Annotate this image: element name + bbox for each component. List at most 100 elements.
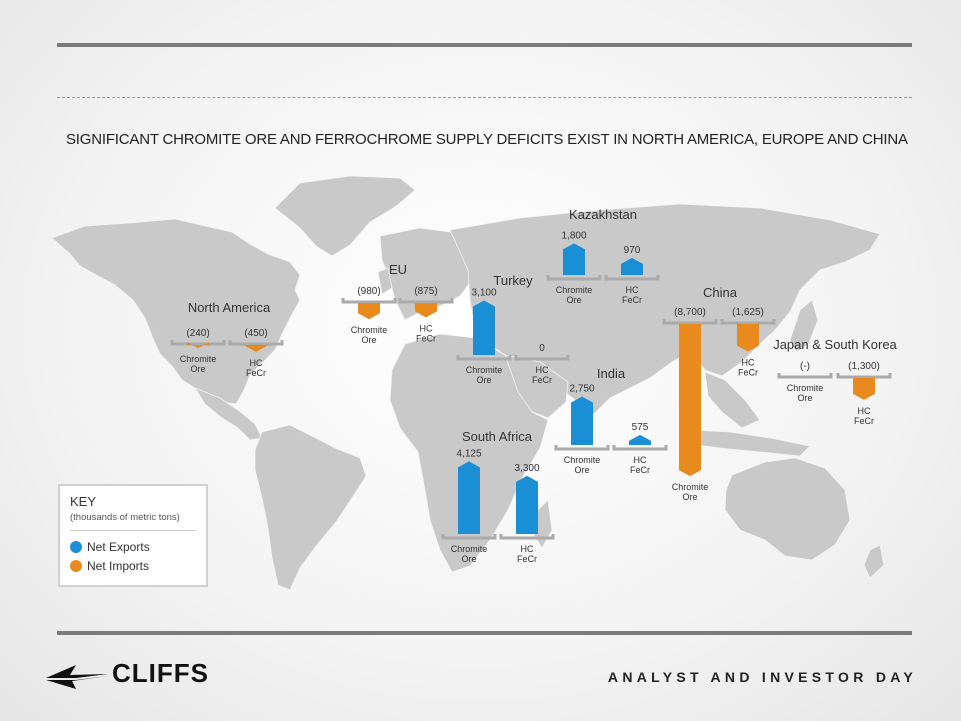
region-label-eu: EU [389, 262, 407, 277]
value-label-north-america-hc-fecr: (450) [244, 328, 267, 339]
import-bar-eu-chromite-ore [358, 303, 380, 320]
product-label-japan-south-korea-chromite-ore: Chromite [787, 383, 824, 393]
chart-marks-layer: North America(240)ChromiteOre(450)HCFeCr… [170, 207, 898, 564]
north-america-shape [51, 218, 301, 405]
value-label-eu-chromite-ore: (980) [357, 286, 380, 297]
net-exports-swatch [70, 541, 82, 553]
australia-shape [724, 457, 851, 561]
bar-bracket-south-africa-hc-fecr [499, 534, 555, 540]
value-label-eu-hc-fecr: (875) [414, 286, 437, 297]
import-bar-china-chromite-ore [679, 324, 701, 477]
product-label-north-america-chromite-ore-2: Ore [190, 364, 205, 374]
bar-bracket-north-america-chromite-ore [170, 340, 226, 346]
dashed-divider [57, 97, 912, 98]
product-label-india-chromite-ore-2: Ore [574, 465, 589, 475]
bar-bracket-china-chromite-ore [662, 319, 718, 325]
export-bar-kazakhstan-hc-fecr [621, 257, 643, 275]
product-label-kazakhstan-hc-fecr: HC [626, 285, 639, 295]
product-label-eu-hc-fecr-2: FeCr [416, 333, 436, 343]
cliffs-logo-text: CLIFFS [112, 658, 209, 688]
central-america-shape [194, 387, 263, 441]
export-bar-south-africa-hc-fecr [516, 475, 538, 534]
value-label-china-chromite-ore: (8,700) [674, 307, 706, 318]
south-america-shape [254, 424, 367, 591]
value-label-south-africa-hc-fecr: 3,300 [514, 463, 539, 474]
world-map-land [51, 175, 885, 591]
bar-bracket-india-hc-fecr [612, 445, 668, 451]
product-label-japan-south-korea-hc-fecr-2: FeCr [854, 416, 874, 426]
product-label-north-america-hc-fecr-2: FeCr [246, 368, 266, 378]
legend-subtitle: (thousands of metric tons) [70, 512, 180, 523]
product-label-japan-south-korea-hc-fecr: HC [858, 406, 871, 416]
product-label-south-africa-chromite-ore: Chromite [451, 544, 488, 554]
product-label-china-chromite-ore-2: Ore [682, 492, 697, 502]
new-zealand-shape [863, 544, 885, 579]
legend-item-net-exports: Net Exports [70, 540, 150, 554]
product-label-japan-south-korea-chromite-ore-2: Ore [797, 393, 812, 403]
bottom-rule [57, 631, 912, 635]
region-label-kazakhstan: Kazakhstan [569, 207, 637, 222]
bar-bracket-eu-hc-fecr [398, 298, 454, 304]
product-label-china-hc-fecr-2: FeCr [738, 368, 758, 378]
value-label-turkey-chromite-ore: 3,100 [471, 287, 496, 298]
product-label-eu-chromite-ore-2: Ore [361, 335, 376, 345]
bar-bracket-turkey-hc-fecr [514, 355, 570, 361]
legend-box: KEY (thousands of metric tons) Net Expor… [58, 484, 208, 587]
export-bar-south-africa-chromite-ore [458, 461, 480, 534]
product-label-south-africa-chromite-ore-2: Ore [461, 554, 476, 564]
product-label-india-hc-fecr-2: FeCr [630, 465, 650, 475]
product-label-china-hc-fecr: HC [742, 358, 755, 368]
legend-divider [70, 530, 196, 531]
product-label-turkey-hc-fecr: HC [536, 365, 549, 375]
bar-bracket-eu-chromite-ore [341, 298, 397, 304]
bar-bracket-india-chromite-ore [554, 445, 610, 451]
legend-item-net-imports: Net Imports [70, 559, 149, 573]
product-label-north-america-hc-fecr: HC [250, 358, 263, 368]
legend-label: Net Exports [87, 540, 150, 554]
bar-bracket-china-hc-fecr [720, 319, 776, 325]
product-label-india-hc-fecr: HC [634, 455, 647, 465]
import-bar-china-hc-fecr [737, 324, 759, 352]
bar-bracket-turkey-chromite-ore [456, 355, 512, 361]
value-label-north-america-chromite-ore: (240) [186, 328, 209, 339]
value-label-kazakhstan-chromite-ore: 1,800 [561, 230, 586, 241]
southeast-asia-shape [704, 371, 761, 429]
region-label-japan-south-korea: Japan & South Korea [773, 337, 897, 352]
product-label-south-africa-hc-fecr: HC [521, 544, 534, 554]
british-isles-shape [377, 267, 393, 295]
region-label-north-america: North America [188, 300, 271, 315]
value-label-china-hc-fecr: (1,625) [732, 307, 764, 318]
region-label-south-africa: South Africa [462, 429, 533, 444]
value-label-japan-south-korea-hc-fecr: (1,300) [848, 361, 880, 372]
bar-bracket-kazakhstan-chromite-ore [546, 275, 602, 281]
import-bar-japan-south-korea-hc-fecr [853, 378, 875, 400]
chart-title: SIGNIFICANT CHROMITE ORE AND FERROCHROME… [66, 131, 908, 148]
product-label-turkey-chromite-ore-2: Ore [476, 375, 491, 385]
legend-title: KEY [70, 494, 97, 509]
value-label-japan-south-korea-chromite-ore: (-) [800, 361, 810, 372]
product-label-south-africa-hc-fecr-2: FeCr [517, 554, 537, 564]
import-bar-eu-hc-fecr [415, 303, 437, 318]
bar-bracket-japan-south-korea-chromite-ore [777, 373, 833, 379]
export-bar-turkey-chromite-ore [473, 300, 495, 355]
export-bar-india-chromite-ore [571, 396, 593, 445]
import-bar-north-america-hc-fecr [245, 345, 267, 352]
top-rule [57, 43, 912, 47]
product-label-eu-hc-fecr: HC [420, 323, 433, 333]
indonesia-shape [689, 429, 811, 457]
export-bar-india-hc-fecr [629, 434, 651, 445]
import-bar-north-america-chromite-ore [187, 342, 209, 349]
value-label-india-chromite-ore: 2,750 [569, 384, 594, 395]
region-label-china: China [703, 285, 738, 300]
greenland-shape [274, 175, 416, 257]
region-label-india: India [597, 366, 626, 381]
product-label-north-america-chromite-ore: Chromite [180, 354, 217, 364]
value-label-south-africa-chromite-ore: 4,125 [456, 448, 481, 459]
bar-bracket-north-america-hc-fecr [228, 340, 284, 346]
legend-label: Net Imports [87, 559, 150, 573]
bar-bracket-south-africa-chromite-ore [441, 534, 497, 540]
product-label-turkey-chromite-ore: Chromite [466, 365, 503, 375]
value-label-india-hc-fecr: 575 [632, 422, 649, 433]
bar-bracket-kazakhstan-hc-fecr [604, 275, 660, 281]
